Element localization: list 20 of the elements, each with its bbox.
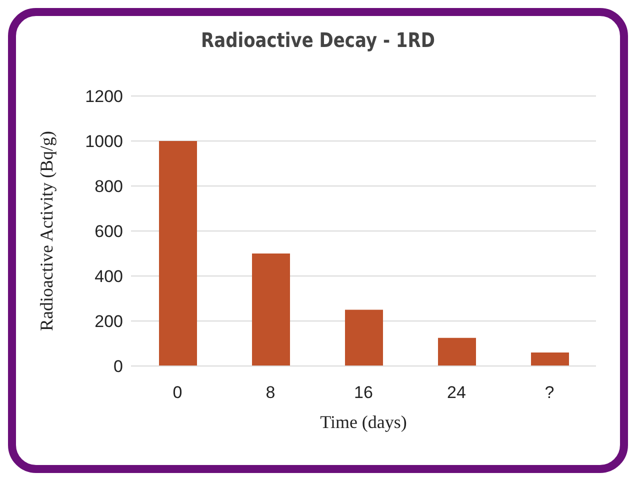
- y-tick-label: 200: [94, 312, 123, 332]
- bar: [252, 254, 290, 366]
- x-tick-label: 0: [172, 383, 182, 402]
- y-tick-label: 1200: [85, 87, 123, 106]
- y-tick-label: 1000: [85, 132, 123, 152]
- bar: [159, 141, 197, 366]
- bar: [345, 310, 383, 366]
- x-tick-label: 16: [354, 383, 373, 402]
- y-axis-title: Radioactive Activity (Bq/g): [36, 131, 56, 331]
- y-tick-label: 400: [94, 267, 123, 286]
- bar: [531, 352, 569, 366]
- bar: [438, 338, 476, 366]
- x-axis-title: Time (days): [320, 412, 407, 432]
- x-tick-label: 24: [447, 383, 466, 402]
- y-tick-label: 0: [114, 357, 123, 376]
- y-tick-label: 800: [94, 177, 123, 196]
- x-tick-label: 8: [266, 383, 276, 402]
- y-tick-label: 600: [94, 222, 123, 242]
- chart-title: Radioactive Decay - 1RD: [200, 28, 436, 52]
- x-tick-label: ?: [544, 383, 554, 402]
